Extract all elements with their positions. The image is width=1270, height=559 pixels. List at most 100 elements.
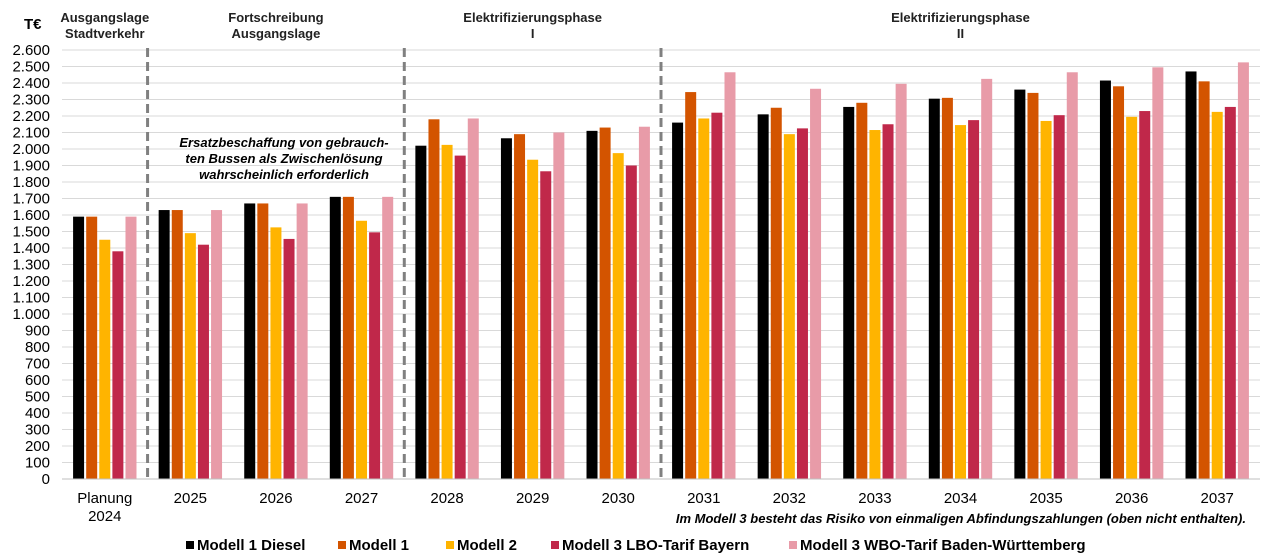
x-category-label: 2036 bbox=[1115, 490, 1148, 507]
legend-item: Modell 1 Diesel bbox=[186, 537, 305, 554]
y-tick-label: 2.200 bbox=[12, 108, 50, 125]
y-tick-label: 2.000 bbox=[12, 141, 50, 158]
bar bbox=[500, 138, 512, 479]
legend-item: Modell 3 WBO-Tarif Baden-Württemberg bbox=[789, 537, 1086, 554]
x-axis-categories: Planung 2024 2025 2026 2027 2028 2029 2030 2031 2… bbox=[77, 490, 1234, 525]
bar bbox=[1066, 72, 1078, 480]
y-tick-label: 100 bbox=[25, 455, 50, 472]
legend-item: Modell 1 bbox=[338, 537, 409, 554]
y-tick-label: 1.200 bbox=[12, 273, 50, 290]
legend-label: Modell 3 LBO-Tarif Bayern bbox=[562, 537, 749, 554]
bar bbox=[895, 83, 907, 479]
bar bbox=[283, 238, 295, 479]
y-tick-label: 2.600 bbox=[12, 42, 50, 59]
bar bbox=[672, 122, 684, 479]
x-category-label: 2026 bbox=[259, 490, 292, 507]
bar bbox=[843, 106, 855, 480]
x-category-label: Planung 2024 bbox=[77, 490, 132, 525]
bar bbox=[356, 220, 367, 479]
y-tick-label: 1.000 bbox=[12, 306, 50, 323]
bar bbox=[1211, 111, 1223, 479]
y-tick-label: 1.300 bbox=[12, 257, 50, 274]
legend-item: Modell 2 bbox=[446, 537, 517, 554]
bar bbox=[329, 196, 341, 479]
legend-swatch bbox=[789, 541, 797, 549]
bar bbox=[941, 97, 953, 479]
bar bbox=[724, 72, 736, 480]
y-tick-label: 1.400 bbox=[12, 240, 50, 257]
bar bbox=[184, 233, 196, 479]
x-category-label: 2031 bbox=[687, 490, 720, 507]
bar bbox=[1113, 86, 1125, 480]
bar bbox=[1040, 120, 1052, 479]
bar bbox=[586, 130, 598, 479]
bar bbox=[810, 88, 822, 480]
bar bbox=[1237, 62, 1249, 479]
y-tick-label: 200 bbox=[25, 438, 50, 455]
x-category-label: 2034 bbox=[944, 490, 977, 507]
legend-swatch bbox=[186, 541, 194, 549]
bar bbox=[625, 165, 637, 479]
bar bbox=[856, 102, 868, 480]
y-tick-label: 2.400 bbox=[12, 75, 50, 92]
bar bbox=[928, 98, 940, 480]
bar bbox=[197, 244, 209, 479]
bar bbox=[981, 78, 993, 479]
y-tick-label: 1.600 bbox=[12, 207, 50, 224]
legend-label: Modell 1 bbox=[349, 537, 409, 554]
legend-item: Modell 3 LBO-Tarif Bayern bbox=[551, 537, 749, 554]
bar bbox=[1027, 92, 1039, 480]
bar bbox=[244, 203, 256, 479]
bar bbox=[1152, 67, 1164, 479]
y-tick-label: 1.500 bbox=[12, 224, 50, 241]
bar bbox=[514, 134, 526, 479]
legend-swatch bbox=[551, 541, 559, 549]
bar bbox=[1198, 81, 1210, 479]
y-tick-label: 800 bbox=[25, 339, 50, 356]
bar bbox=[796, 128, 808, 479]
y-tick-label: 2.100 bbox=[12, 125, 50, 142]
bar bbox=[73, 216, 85, 479]
bar bbox=[441, 144, 453, 479]
x-category-label: 2032 bbox=[773, 490, 806, 507]
y-tick-label: 0 bbox=[42, 471, 50, 488]
bar bbox=[698, 118, 710, 479]
y-tick-label: 600 bbox=[25, 372, 50, 389]
bar bbox=[415, 145, 427, 479]
legend-label: Modell 1 Diesel bbox=[197, 537, 305, 554]
y-tick-label: 1.800 bbox=[12, 174, 50, 191]
x-category-label: 2025 bbox=[174, 490, 207, 507]
bar bbox=[882, 124, 894, 479]
y-tick-label: 2.500 bbox=[12, 59, 50, 76]
bar bbox=[1014, 89, 1026, 479]
y-tick-label: 1.100 bbox=[12, 290, 50, 307]
y-tick-label: 900 bbox=[25, 323, 50, 340]
y-axis-unit: T€ bbox=[24, 16, 42, 33]
bar bbox=[211, 210, 223, 480]
phase-labels: Ausgangslage Stadtverkehr Fortschreibung Au… bbox=[60, 10, 1030, 41]
annotation-used-buses: Ersatzbeschaffung von gebrauch-ten Busse… bbox=[179, 135, 388, 182]
legend-label: Modell 2 bbox=[457, 537, 517, 554]
bars bbox=[73, 62, 1249, 480]
phase-label: Elektrifizierungsphase II bbox=[891, 10, 1030, 41]
phase-label: Ausgangslage Stadtverkehr bbox=[60, 10, 149, 41]
x-category-label: 2028 bbox=[430, 490, 463, 507]
bar bbox=[757, 114, 769, 479]
bar bbox=[869, 130, 881, 479]
bar bbox=[955, 125, 966, 479]
legend-swatch bbox=[338, 541, 346, 549]
bar bbox=[1126, 116, 1138, 479]
bar bbox=[1099, 80, 1111, 480]
x-category-label: 2029 bbox=[516, 490, 549, 507]
bar bbox=[382, 196, 394, 479]
bar bbox=[1053, 115, 1065, 480]
bar bbox=[770, 107, 782, 479]
y-tick-label: 1.900 bbox=[12, 158, 50, 175]
y-axis-ticks: 01002003004005006007008009001.0001.1001.… bbox=[12, 42, 50, 488]
bar bbox=[342, 196, 354, 479]
bar bbox=[553, 132, 565, 479]
x-category-label: 2030 bbox=[602, 490, 635, 507]
bar bbox=[540, 171, 552, 479]
bar bbox=[369, 232, 381, 479]
